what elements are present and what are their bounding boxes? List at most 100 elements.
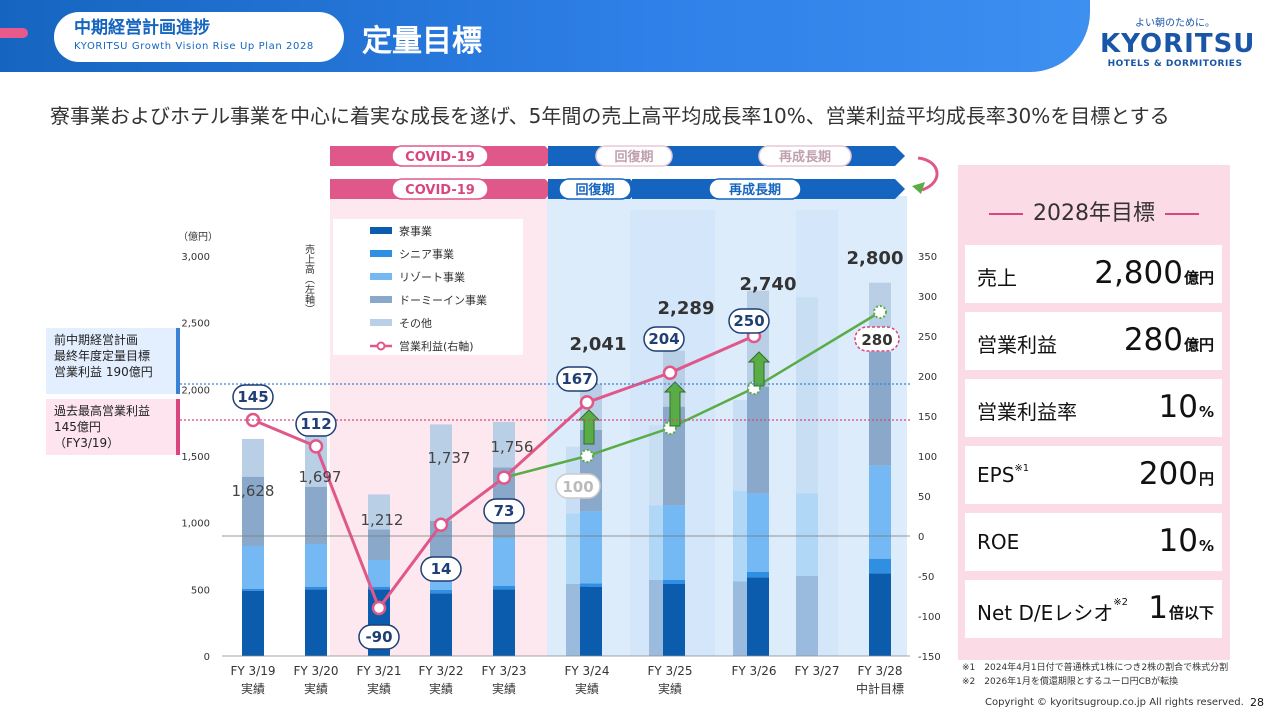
phase-label-recovery-actual: 回復期 [575,182,614,198]
target-name: 売上 [977,266,1017,290]
company-logo: よい朝のために。 KYORITSU HOTELS & DORMITORIES [1100,14,1254,69]
y-left-tick: 2,000 [181,385,210,396]
legend-swatch [370,250,392,257]
x-tick-label: FY 3/28 [858,664,903,678]
target-value: 280億円 [1123,322,1214,358]
y-right-tick: -150 [918,652,941,663]
legend-box [333,219,523,355]
bar-segment [242,476,264,546]
op-profit-plan-point [873,305,887,319]
bar-segment [580,586,602,656]
target-value: 10% [1158,389,1214,425]
callout-line: 前中期経営計画 [54,333,139,347]
op-profit-value: 167 [561,370,592,388]
op-profit-value: 14 [431,560,452,578]
revenue-total-label: 1,697 [299,468,342,486]
x-tick-sublabel: 実績 [492,681,516,696]
bar-segment [493,589,515,656]
x-tick-label: FY 3/24 [565,664,610,678]
op-profit-value: 204 [648,330,679,348]
y-right-tick: -100 [918,612,941,623]
bar-segment [493,421,515,468]
op-profit-bubble [643,326,685,352]
logo-subtitle: HOTELS & DORMITORIES [1107,59,1243,69]
bar-segment [430,593,452,656]
op-profit-bubble [358,624,400,650]
x-tick-sublabel: 実績 [658,681,682,696]
bar-segment [242,588,264,591]
target-value: 1倍以下 [1148,590,1214,626]
y-left-tick: 3,000 [181,252,210,263]
op-profit-bubble [232,384,274,410]
legend-swatch [370,296,392,303]
target-name: 営業利益率 [977,400,1077,424]
op-profit-value: 250 [733,312,764,330]
target-value: 10% [1158,523,1214,559]
y-left-axis-label: 売上高（左軸） [303,243,315,314]
phase-label-regrowth-actual: 再成長期 [729,182,781,198]
bar-segment [305,586,327,590]
bar-segment [580,511,602,584]
plan-bar-segment [796,576,818,656]
op-profit-bubble [556,366,598,392]
op-profit-bubble [728,308,770,334]
section-subtitle: KYORITSU Growth Vision Rise Up Plan 2028 [74,41,314,52]
target-value: 200円 [1138,456,1214,492]
y-left-tick: 1,500 [181,452,210,463]
y-right-tick: 150 [918,412,937,423]
revenue-total-label: 1,756 [491,438,534,456]
legend-label: 寮事業 [399,224,432,238]
x-tick-sublabel: 中計目標 [856,681,904,696]
y-left-tick: 2,500 [181,319,210,330]
logo-tagline: よい朝のために。 [1135,18,1215,29]
bar-segment [663,580,685,584]
op-profit-value: 73 [494,502,515,520]
op-profit-bubble [420,556,462,582]
previous-plan-callout: 前中期経営計画 最終年度定量目標 営業利益 190億円 [46,328,180,394]
op-profit-plan-bubble [854,326,900,352]
bar-segment [430,590,452,594]
op-profit-line [252,334,755,612]
op-profit-bubble [483,498,525,524]
x-tick-label: FY 3/20 [294,664,339,678]
copyright: Copyright © kyoritsugroup.co.jp All righ… [985,697,1244,708]
targets-panel: 2028年目標 売上 2,800億円 営業利益 280億円 営業利益率 10% … [958,165,1230,660]
bar-segment [747,577,769,656]
legend-swatch [370,273,392,280]
target-value: 2,800億円 [1094,255,1214,291]
target-name: EPS※1 [977,463,1030,487]
revenue-total-label: 1,212 [361,511,404,529]
phase-label-covid-actual: COVID-19 [405,183,475,198]
legend-label: シニア事業 [399,248,454,261]
op-profit-plan-value: 100 [562,478,593,496]
y-right-tick: -50 [918,572,934,583]
growth-arrow-icon [747,351,771,387]
x-tick-label: FY 3/19 [231,664,276,678]
bar-segment [430,424,452,521]
bar-segment [368,494,390,530]
revenue-total-label: 2,800 [847,248,904,269]
footnote: ※2 2026年1月を償還期限とするユーロ円CBが転換 [962,677,1179,687]
legend-label: その他 [399,317,432,330]
bar-segment [869,573,891,656]
op-profit-point [496,470,512,485]
x-tick-label: FY 3/22 [419,664,464,678]
y-left-tick: 500 [191,585,210,596]
bar-segment [493,586,515,590]
callout-line: 145億円 [54,420,101,434]
x-tick-sublabel: 実績 [304,681,328,696]
x-tick-label: FY 3/25 [648,664,693,678]
revenue-total-label: 1,628 [232,482,275,500]
legend-label: 営業利益(右軸) [399,339,474,353]
y-left-unit: （億円） [178,230,218,243]
phase-label-regrowth-plan-pill [758,145,852,167]
y-left-tick: 0 [204,652,210,663]
recovery-period-bg [547,196,907,656]
bar-segment [663,505,685,580]
revenue-total-label: 2,289 [658,298,715,319]
revenue-total-label: 2,041 [570,334,627,355]
y-right-tick: 100 [918,452,937,463]
phase-label-recovery-actual-pill [558,178,632,200]
y-right-tick: 300 [918,292,937,303]
